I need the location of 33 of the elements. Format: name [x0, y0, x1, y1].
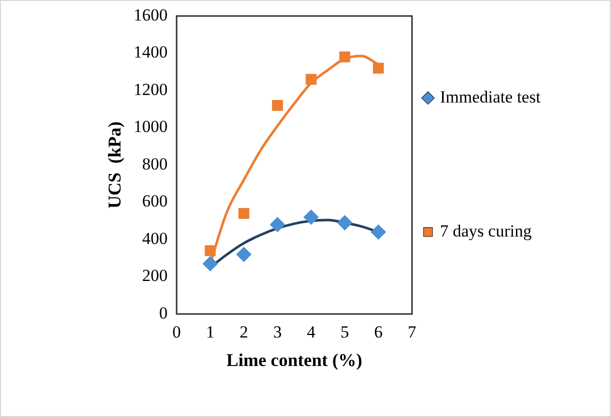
point: [270, 217, 285, 232]
x-tick-label: 1: [206, 322, 214, 342]
x-tick-label: 3: [273, 322, 282, 342]
y-tick-label: 800: [142, 154, 168, 174]
legend-label: 7 days curing: [440, 222, 532, 241]
y-tick-label: 1600: [134, 5, 168, 24]
y-tick-label: 1400: [134, 42, 168, 62]
point: [204, 245, 216, 256]
point: [236, 246, 252, 262]
x-tick-label: 4: [306, 322, 316, 342]
x-tick-label: 5: [340, 322, 349, 342]
y-tick-label: 600: [142, 192, 168, 211]
x-tick-label: 7: [408, 322, 417, 342]
point: [238, 208, 250, 219]
point: [339, 52, 350, 62]
y-tick-label: 1000: [134, 117, 168, 136]
x-tick-label: 2: [240, 322, 248, 342]
point: [304, 210, 319, 225]
x-axis-title: Lime content (%): [226, 350, 362, 370]
point: [306, 74, 317, 85]
y-tick-label: 0: [159, 303, 168, 322]
y-tick-label: 400: [142, 228, 168, 248]
point: [372, 62, 384, 74]
point: [370, 224, 386, 240]
y-tick-label: 1200: [134, 80, 168, 99]
legend-label: Immediate test: [440, 87, 541, 106]
point: [337, 215, 352, 230]
x-tick-label: 6: [374, 322, 383, 342]
x-tick-label: 0: [172, 322, 181, 342]
point: [272, 100, 283, 111]
y-tick-label: 200: [142, 266, 168, 286]
point: [202, 256, 218, 272]
y-axis-title: UCS (kPa): [104, 121, 124, 209]
